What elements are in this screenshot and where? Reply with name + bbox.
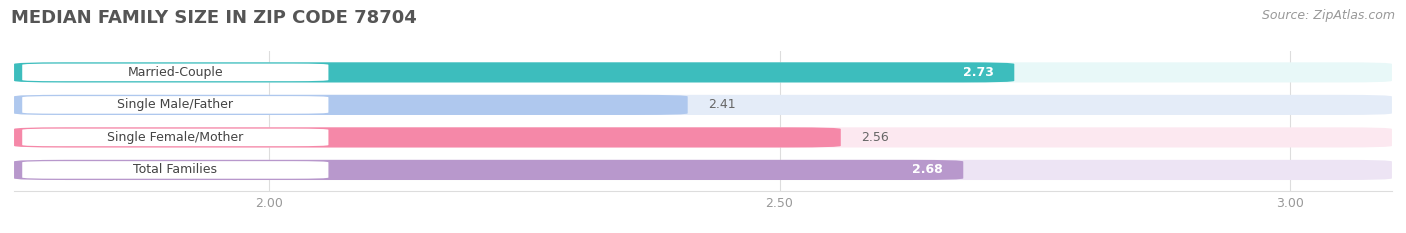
FancyBboxPatch shape	[22, 129, 329, 146]
FancyBboxPatch shape	[14, 127, 841, 147]
Text: 2.41: 2.41	[709, 98, 735, 111]
Text: MEDIAN FAMILY SIZE IN ZIP CODE 78704: MEDIAN FAMILY SIZE IN ZIP CODE 78704	[11, 9, 418, 27]
FancyBboxPatch shape	[14, 127, 1392, 147]
FancyBboxPatch shape	[22, 96, 329, 114]
FancyBboxPatch shape	[14, 95, 1392, 115]
Text: Source: ZipAtlas.com: Source: ZipAtlas.com	[1261, 9, 1395, 22]
Text: 2.68: 2.68	[912, 163, 943, 176]
Text: Married-Couple: Married-Couple	[128, 66, 224, 79]
FancyBboxPatch shape	[14, 62, 1392, 82]
Text: Single Female/Mother: Single Female/Mother	[107, 131, 243, 144]
Text: 2.56: 2.56	[862, 131, 889, 144]
FancyBboxPatch shape	[14, 95, 688, 115]
FancyBboxPatch shape	[22, 161, 329, 179]
FancyBboxPatch shape	[14, 160, 963, 180]
FancyBboxPatch shape	[14, 160, 1392, 180]
Text: Total Families: Total Families	[134, 163, 218, 176]
FancyBboxPatch shape	[14, 62, 1014, 82]
FancyBboxPatch shape	[22, 64, 329, 81]
Text: Single Male/Father: Single Male/Father	[117, 98, 233, 111]
Text: 2.73: 2.73	[963, 66, 994, 79]
